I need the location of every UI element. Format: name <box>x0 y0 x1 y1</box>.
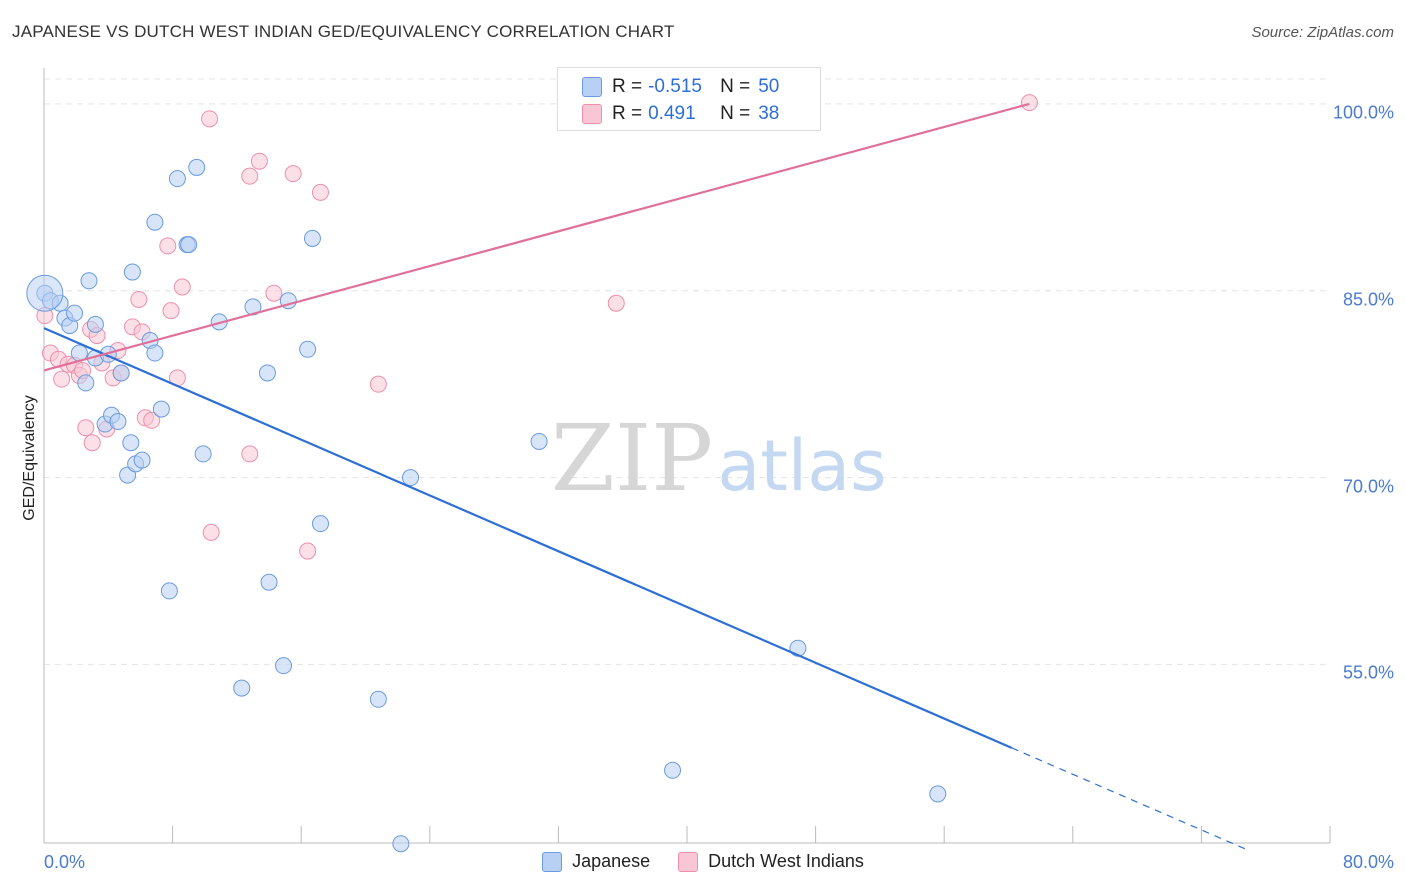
japanese-point-34 <box>258 364 276 382</box>
dutch-point-18 <box>130 290 148 308</box>
series-legend-japanese[interactable]: Japanese <box>542 851 650 872</box>
grid-lines <box>44 78 1330 665</box>
series-name-dutch: Dutch West Indians <box>708 851 864 871</box>
dutch-point-25 <box>173 278 191 296</box>
japanese-point-35 <box>260 573 278 591</box>
y-tick-label-0: 55.0% <box>1342 662 1394 683</box>
chart-title: JAPANESE VS DUTCH WEST INDIAN GED/EQUIVA… <box>12 22 675 41</box>
japanese-point-48 <box>929 785 947 803</box>
legend-r-value-japanese: -0.515 <box>648 76 702 97</box>
japanese-point-5 <box>66 304 84 322</box>
japanese-point-39 <box>303 229 321 247</box>
japanese-point-26 <box>168 170 186 188</box>
japanese-point-38 <box>299 340 317 358</box>
dutch-point-33 <box>299 542 317 560</box>
dutch-west-indians-points <box>36 94 1038 560</box>
japanese-point-30 <box>194 445 212 463</box>
japanese-point-43 <box>402 469 420 487</box>
dutch-point-28 <box>241 167 259 185</box>
source-credit: Source: ZipAtlas.com <box>1251 24 1394 41</box>
legend-n-label: N = <box>720 76 751 97</box>
japanese-point-14 <box>109 413 127 431</box>
japanese-point-18 <box>123 263 141 281</box>
axes <box>43 68 1331 844</box>
japanese-point-25 <box>160 582 178 600</box>
legend-n-label: N = <box>720 103 751 124</box>
japanese-point-6 <box>80 272 98 290</box>
y-tick-label-1: 70.0% <box>1342 476 1394 497</box>
legend-row-japanese: R = -0.515 N = 50 <box>582 74 779 100</box>
japanese-point-29 <box>188 158 206 176</box>
japanese-point-24 <box>152 400 170 418</box>
legend-r-value-dutch: 0.491 <box>648 103 696 124</box>
japanese-point-42 <box>392 835 410 853</box>
dutch-point-3 <box>53 370 71 388</box>
legend-n-value-japanese: 50 <box>758 76 780 97</box>
trend-lines <box>43 102 1246 850</box>
japanese-trend-dashed <box>1011 747 1246 850</box>
japanese-point-32 <box>233 679 251 697</box>
series-swatch-dutch <box>678 851 699 872</box>
watermark-zip: ZIP <box>551 405 713 512</box>
series-legend: Japanese Dutch West Indians <box>0 851 1406 872</box>
dutch-point-27 <box>202 523 220 541</box>
dutch-point-35 <box>369 375 387 393</box>
legend-swatch-dutch <box>582 104 602 124</box>
dutch-point-32 <box>284 165 302 183</box>
japanese-point-40 <box>311 515 329 533</box>
stats-legend: R = -0.515 N = 50 R = 0.491 N = 38 <box>557 67 821 131</box>
japanese-point-17 <box>122 434 140 452</box>
japanese-point-20 <box>133 451 151 469</box>
dutch-point-8 <box>77 419 95 437</box>
dutch-point-21 <box>143 411 161 429</box>
japanese-point-41 <box>369 690 387 708</box>
legend-swatch-japanese <box>582 77 602 97</box>
japanese-point-36 <box>275 657 293 675</box>
japanese-trend-line <box>43 327 1013 749</box>
japanese-points <box>26 96 947 853</box>
dutch-point-30 <box>250 152 268 170</box>
watermark-atlas: atlas <box>717 425 886 507</box>
japanese-point-large <box>26 274 64 312</box>
dutch-point-22 <box>159 237 177 255</box>
watermark: ZIP atlas <box>551 405 887 512</box>
dutch-point-31 <box>265 284 283 302</box>
x-tick-min: 0.0% <box>44 852 86 872</box>
series-name-japanese: Japanese <box>572 851 651 871</box>
dutch-point-37 <box>1020 94 1038 112</box>
japanese-point-28 <box>180 236 198 254</box>
dutch-point-29 <box>241 445 259 463</box>
series-swatch-japanese <box>542 851 563 872</box>
legend-row-dutch: R = 0.491 N = 38 <box>582 101 779 127</box>
japanese-point-9 <box>86 315 104 333</box>
dutch-point-26 <box>201 110 219 128</box>
y-tick-label-2: 85.0% <box>1342 289 1394 310</box>
japanese-point-46 <box>664 761 682 779</box>
legend-r-label: R = <box>612 76 643 97</box>
dutch-point-10 <box>83 434 101 452</box>
x-tick-max: 80.0% <box>1342 852 1394 872</box>
japanese-point-8 <box>77 374 95 392</box>
y-tick-label-3: 100.0% <box>1332 102 1394 123</box>
legend-r-label: R = <box>612 103 643 124</box>
japanese-point-23 <box>146 213 164 231</box>
series-legend-dutch[interactable]: Dutch West Indians <box>678 851 864 872</box>
japanese-point-44 <box>530 432 548 450</box>
legend-n-value-dutch: 38 <box>758 103 780 124</box>
dutch-point-36 <box>607 294 625 312</box>
japanese-point-22 <box>146 344 164 362</box>
dutch-trend-line <box>43 102 1030 372</box>
dutch-point-23 <box>162 302 180 320</box>
dutch-point-34 <box>311 183 329 201</box>
japanese-point-15 <box>112 364 130 382</box>
